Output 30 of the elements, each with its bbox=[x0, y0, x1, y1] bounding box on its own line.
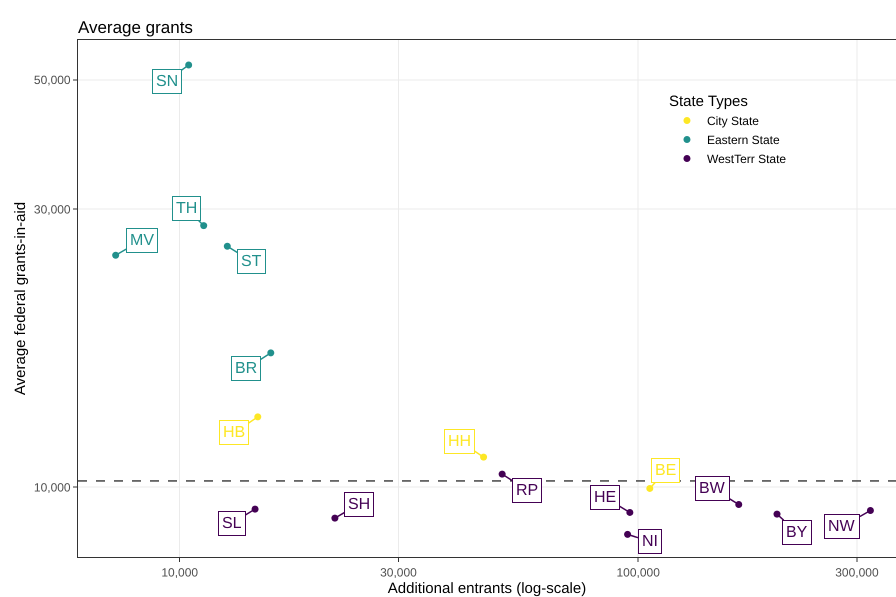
y-tick-label: 30,000 bbox=[34, 202, 71, 216]
annotation: TH bbox=[176, 200, 198, 217]
annotation: BY bbox=[786, 524, 808, 541]
y-tick-label: 10,000 bbox=[34, 480, 71, 494]
annotation: BE bbox=[655, 462, 676, 479]
chart-title: Average grants bbox=[78, 18, 193, 37]
annotation: HH bbox=[448, 433, 472, 450]
annotation: HB bbox=[223, 424, 246, 441]
x-tick-label: 30,000 bbox=[380, 565, 418, 580]
annotation: HE bbox=[594, 489, 616, 506]
annotation: RP bbox=[516, 482, 538, 499]
y-axis-title: Average federal grants-in-aid bbox=[12, 202, 30, 396]
annotation: SN bbox=[156, 73, 178, 90]
annotation: SL bbox=[222, 515, 242, 532]
annotation: SH bbox=[348, 496, 370, 513]
annotation: BR bbox=[235, 360, 258, 377]
y-tick-label: 50,000 bbox=[34, 72, 71, 87]
annotation: NI bbox=[642, 533, 658, 550]
annotation: MV bbox=[130, 232, 154, 249]
legend-label: City State bbox=[706, 114, 760, 128]
annotation: NW bbox=[828, 518, 856, 535]
x-tick-label: 300,000 bbox=[835, 565, 879, 580]
x-tick-label: 10,000 bbox=[161, 565, 198, 580]
legend-title: State Types bbox=[668, 93, 748, 110]
annotation: BW bbox=[699, 480, 726, 497]
x-axis-title: Additional entrants (log-scale) bbox=[388, 580, 586, 597]
legend-label: WestTerr State bbox=[706, 152, 786, 166]
annotation: ST bbox=[241, 253, 262, 270]
x-tick-label: 100,000 bbox=[616, 565, 660, 580]
legend-label: Eastern State bbox=[706, 133, 780, 148]
